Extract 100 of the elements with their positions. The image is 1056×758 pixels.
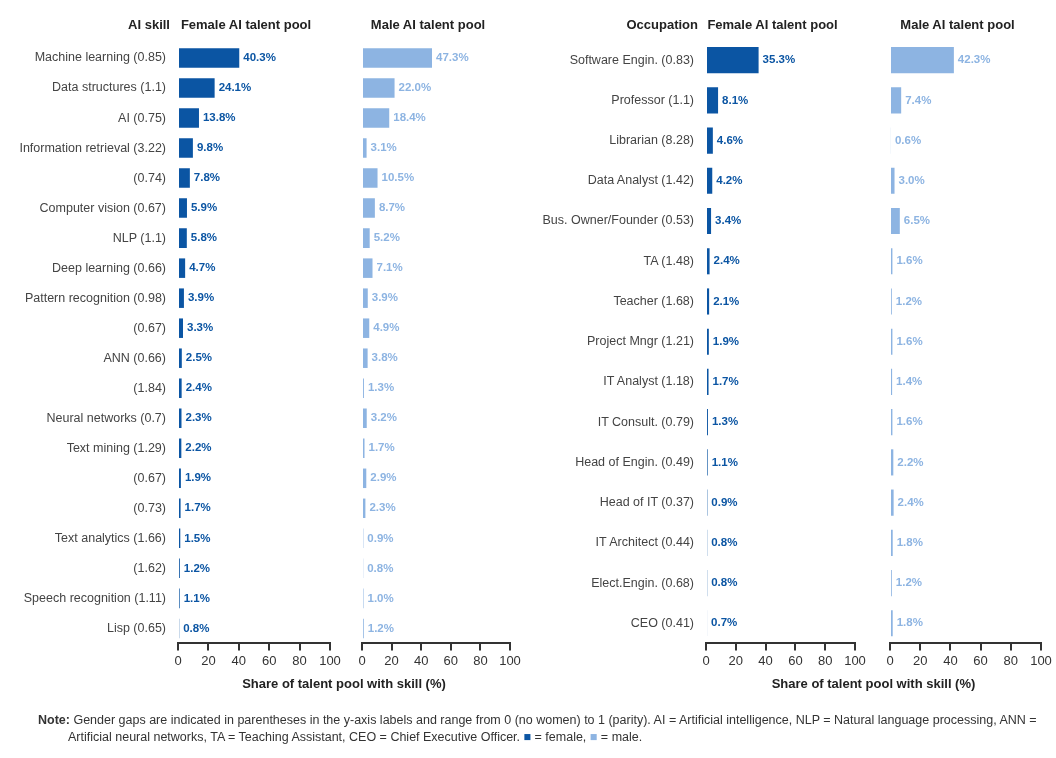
bar	[891, 489, 894, 516]
x-axis-title: Share of talent pool with skill (%)	[241, 676, 447, 691]
x-tick-label: 100	[319, 652, 341, 668]
data-label: 35.3%	[762, 53, 796, 66]
bar	[179, 228, 187, 248]
data-label: 1.7%	[712, 375, 739, 388]
data-label: 1.5%	[184, 531, 211, 544]
x-tick-label: 40	[758, 652, 773, 668]
data-label: 9.8%	[196, 141, 224, 154]
data-label: 2.4%	[713, 254, 740, 267]
data-label: 7.1%	[376, 261, 403, 274]
y-tick-label: NLP (1.1)	[112, 230, 166, 245]
data-label: 47.3%	[436, 51, 469, 64]
data-label: 0.8%	[711, 536, 738, 549]
x-tick-label: 100	[1030, 652, 1052, 668]
y-tick-label: (0.67)	[133, 470, 166, 485]
y-tick-label: (0.73)	[133, 500, 166, 515]
data-label: 3.9%	[187, 291, 215, 304]
data-label: 1.9%	[184, 471, 212, 484]
data-label: 3.3%	[187, 321, 214, 334]
data-label: 1.8%	[896, 536, 923, 549]
data-label: 1.9%	[712, 334, 740, 347]
bar	[179, 288, 184, 308]
bar	[179, 318, 184, 338]
chart-title: Female AI talent pool	[180, 17, 312, 32]
y-tick-label: (0.74)	[133, 170, 166, 185]
data-label: 2.3%	[369, 501, 396, 514]
data-label: 4.6%	[716, 133, 744, 146]
data-label: 1.2%	[895, 294, 923, 307]
bar	[363, 258, 373, 278]
data-label: 2.5%	[185, 351, 213, 364]
bar	[179, 48, 240, 68]
data-label: 1.1%	[183, 591, 210, 604]
x-tick-label: 80	[473, 652, 488, 668]
data-label: 1.1%	[711, 455, 738, 468]
y-tick-label: (1.84)	[133, 380, 166, 395]
data-label: 1.3%	[367, 381, 395, 394]
x-tick-label: 0	[174, 652, 182, 668]
data-label: 40.3%	[243, 51, 276, 64]
y-tick-label: Speech recognition (1.11)	[23, 590, 166, 605]
y-tick-label: CEO (0.41)	[630, 615, 694, 630]
data-label: 10.5%	[381, 171, 415, 184]
bar	[891, 47, 954, 74]
bar	[179, 168, 190, 188]
data-label: 2.2%	[897, 455, 924, 468]
text: Note: Gender gaps are indicated in parentheses in the y-axis labels and range from 0 (no women) to 1 (parity). AI = Artificial intelligence, NLP = Natural language processing, ANN = Artificial neural networks, TA = Teaching Assistant, CEO = Chief Executive Officer. ■ = female, ■ = male.	[38, 713, 1037, 744]
y-axis-title: AI skill	[128, 17, 170, 32]
data-label: 2.4%	[897, 495, 924, 508]
y-tick-label: Bus. Owner/Founder (0.53)	[542, 213, 694, 228]
y-tick-label: Pattern recognition (0.98)	[24, 290, 166, 305]
bar	[707, 167, 713, 194]
data-label: 8.7%	[378, 201, 406, 214]
y-tick-label: IT Analyst (1.18)	[603, 374, 694, 389]
y-tick-label: Machine learning (0.85)	[34, 50, 166, 65]
y-tick-label: ANN (0.66)	[103, 350, 166, 365]
bar	[179, 348, 182, 368]
bar	[363, 408, 367, 429]
y-tick-label: Data Analyst (1.42)	[587, 173, 694, 188]
bar	[707, 207, 712, 235]
x-tick-label: 20	[384, 652, 399, 668]
bar	[707, 288, 710, 315]
x-tick-label: 20	[912, 652, 928, 668]
data-label: 3.0%	[898, 173, 925, 186]
bar	[363, 198, 375, 218]
x-tick-label: 40	[231, 652, 247, 668]
x-tick-label: 80	[1003, 652, 1019, 668]
data-label: 42.3%	[957, 53, 991, 66]
bar	[363, 138, 367, 158]
data-label: 1.6%	[896, 254, 923, 267]
data-label: 3.9%	[371, 291, 398, 304]
data-label: 2.3%	[185, 411, 212, 424]
x-tick-label: 80	[817, 652, 833, 668]
bar	[179, 258, 186, 278]
data-label: 4.7%	[189, 261, 216, 274]
x-tick-label: 60	[973, 652, 988, 668]
y-tick-label: Data structures (1.1)	[52, 80, 166, 95]
x-tick-label: 0	[886, 652, 894, 668]
bar	[363, 318, 370, 338]
x-tick-label: 100	[844, 652, 866, 668]
bar	[363, 78, 395, 98]
data-label: 7.8%	[193, 171, 221, 184]
data-label: 1.3%	[711, 415, 739, 428]
bar	[707, 248, 710, 275]
y-tick-label: AI (0.75)	[118, 110, 166, 125]
y-tick-label: Head of Engin. (0.49)	[575, 454, 694, 469]
x-tick-label: 100	[499, 652, 521, 668]
bar	[363, 228, 370, 248]
data-label: 1.6%	[896, 334, 923, 347]
y-tick-label: Teacher (1.68)	[613, 293, 694, 308]
bar	[891, 207, 900, 235]
data-label: 2.2%	[185, 441, 212, 454]
x-tick-label: 60	[261, 652, 277, 668]
data-label: 5.9%	[190, 201, 218, 214]
data-label: 1.2%	[895, 576, 923, 589]
data-label: 5.2%	[373, 231, 400, 244]
data-label: 7.4%	[905, 93, 932, 106]
x-tick-label: 40	[943, 652, 958, 668]
bar	[179, 78, 215, 98]
x-axis-title: Share of talent pool with skill (%)	[770, 676, 977, 691]
x-tick-label: 0	[702, 652, 710, 668]
